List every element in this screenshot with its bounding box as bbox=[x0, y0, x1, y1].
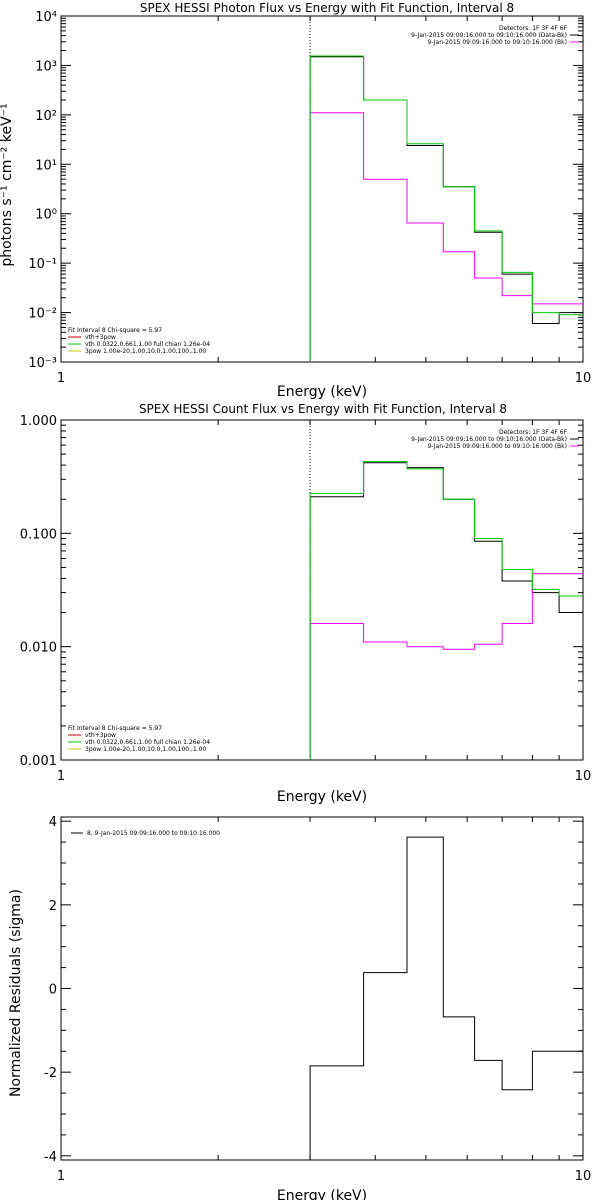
y-tick-label: 4 bbox=[49, 815, 57, 830]
panel2-title: SPEX HESSI Count Flux vs Energy with Fit… bbox=[139, 402, 507, 416]
x-tick-label: 10 bbox=[575, 371, 592, 386]
legend-top-text: 9-Jan-2015 09:09:16.000 to 09:10:16.000 … bbox=[427, 39, 567, 46]
fit-legend-text: Fit Interval 8 Chi-square = 5.97 bbox=[68, 725, 162, 732]
series-2-line bbox=[309, 461, 583, 760]
panel2-plot: 1 10 0.001 0.010 0.100 1.000 Detectors: 1F 3F … bbox=[20, 414, 591, 784]
series-0-line bbox=[309, 836, 583, 1160]
panel3-xlabel: Energy (keV) bbox=[277, 1188, 367, 1200]
x-tick-label: 1 bbox=[57, 769, 65, 784]
y-tick-label: 10⁴ bbox=[35, 10, 57, 25]
legend-top-text: 9-Jan-2015 09:09:16.000 to 09:10:16.000 … bbox=[411, 436, 567, 443]
y-tick-label: 0.100 bbox=[20, 527, 57, 542]
legend-text: 8, 9-Jan-2015 09:09:16.000 to 09:10:16.0… bbox=[87, 830, 220, 837]
legend-top-text: 9-Jan-2015 09:09:16.000 to 09:10:16.000 … bbox=[411, 32, 567, 39]
y-tick-label: 2 bbox=[49, 899, 57, 914]
plot-frame bbox=[60, 419, 584, 761]
y-tick-label: 0 bbox=[49, 983, 57, 998]
x-tick-label: 1 bbox=[57, 371, 65, 386]
fit-legend-text: 3pow 1.00e-20,1.00,10.0,1.00,100.,1.00 bbox=[85, 348, 206, 355]
panel2-xlabel: Energy (keV) bbox=[277, 789, 367, 805]
series-0-line bbox=[309, 462, 583, 760]
legend-top-text: Detectors: 1F 3F 4F 6F bbox=[499, 25, 568, 32]
series-0-line bbox=[309, 56, 583, 362]
panel3-plot: 1 10 -4 -2 0 2 4 8, 9-Jan-2015 09:09:16.000 to … bbox=[44, 815, 591, 1184]
plot-frame bbox=[60, 816, 584, 1161]
y-tick-label: 10¹ bbox=[35, 158, 57, 173]
legend-top-text: Detectors: 1F 3F 4F 6F bbox=[499, 429, 568, 436]
y-tick-label: 10⁻¹ bbox=[28, 257, 57, 272]
fit-legend-text: 3pow 1.00e-20,1.00,10.0,1.00,100.,1.00 bbox=[85, 746, 206, 753]
y-tick-label: 10² bbox=[35, 109, 57, 124]
fit-legend-text: vth 0.0322,0.661,1.00 full chian 1.26e-0… bbox=[85, 739, 210, 746]
y-tick-label: -4 bbox=[44, 1150, 57, 1165]
x-tick-label: 1 bbox=[57, 1169, 65, 1184]
series-1-line bbox=[309, 112, 583, 362]
y-tick-label: 1.000 bbox=[20, 414, 57, 429]
y-tick-label: -2 bbox=[44, 1066, 57, 1081]
legend-top-text: 9-Jan-2015 09:09:16.000 to 09:10:16.000 … bbox=[427, 443, 567, 450]
y-tick-label: 0.010 bbox=[20, 641, 57, 656]
fit-legend-text: vth 0.0322,0.661,1.00 full chian 1.26e-0… bbox=[85, 341, 210, 348]
y-tick-label: 10⁻³ bbox=[28, 356, 57, 371]
plot-frame bbox=[60, 15, 584, 363]
y-tick-label: 10⁻² bbox=[28, 307, 57, 322]
y-tick-label: 10⁰ bbox=[35, 208, 57, 223]
panel1-title: SPEX HESSI Photon Flux vs Energy with Fi… bbox=[140, 1, 514, 15]
fit-legend-text: vth+3pow bbox=[85, 732, 116, 739]
y-tick-label: 0.001 bbox=[20, 754, 57, 769]
y-tick-label: 10³ bbox=[35, 59, 57, 74]
panel1-xlabel: Energy (keV) bbox=[277, 384, 367, 400]
fit-legend-text: Fit Interval 8 Chi-square = 5.97 bbox=[68, 327, 162, 334]
panel1-plot: 1 10 10⁻³ 10⁻² 10⁻¹ 10⁰ 10¹ 10² 10³ 10⁴ Detectors:… bbox=[28, 10, 591, 386]
x-tick-label: 10 bbox=[575, 1169, 592, 1184]
panel3-ylabel: Normalized Residuals (sigma) bbox=[8, 889, 24, 1097]
series-1-line bbox=[309, 573, 583, 760]
series-2-line bbox=[309, 55, 583, 362]
panel1-ylabel: photons s⁻¹ cm⁻² keV⁻¹ bbox=[0, 103, 15, 266]
fit-legend-text: vth+3pow bbox=[85, 334, 116, 341]
x-tick-label: 10 bbox=[575, 769, 592, 784]
